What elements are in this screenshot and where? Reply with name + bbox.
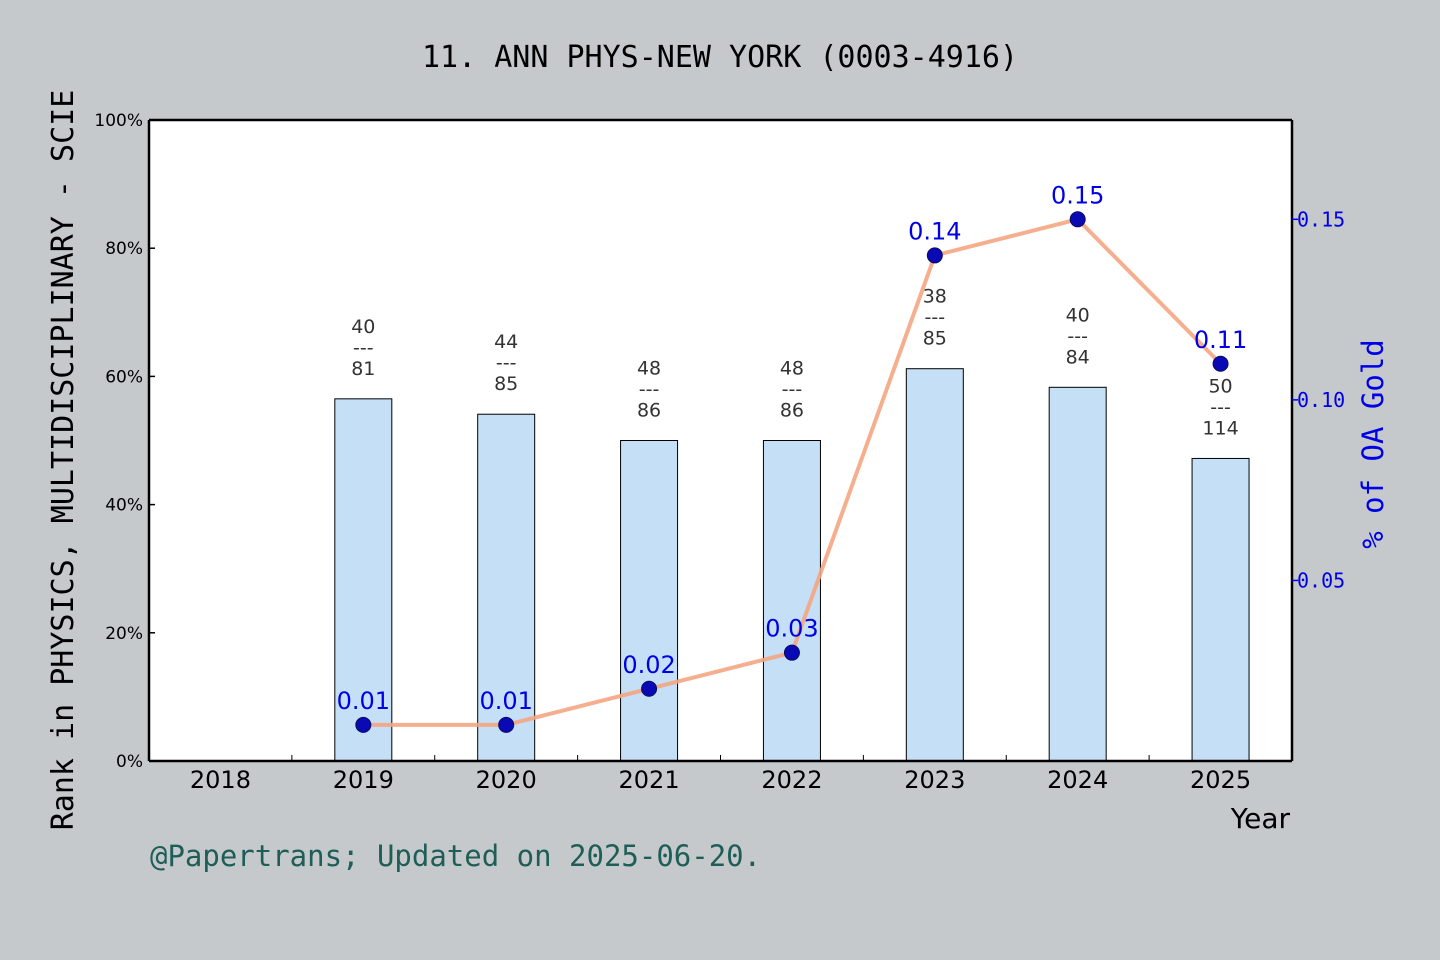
footer-credit: @Papertrans; Updated on 2025-06-20. [150, 839, 761, 873]
bar-label: 40 ---84 [1066, 304, 1090, 368]
y2-tick-label: 0.10 [1297, 388, 1345, 412]
x-tick-label: 2021 [619, 766, 680, 794]
y-tick-label: 60% [105, 367, 143, 387]
line-marker [783, 644, 800, 661]
y2-tick-label: 0.15 [1297, 207, 1345, 231]
line-value-label: 0.01 [479, 687, 532, 715]
x-tick-label: 2018 [190, 766, 251, 794]
line-value-label: 0.02 [622, 651, 675, 679]
axes: 0% 20% 40% 60% 80% 100% 0.05 0.10 0.15 2018 2019 20… [94, 111, 1345, 794]
bar-label: 38 ---85 [923, 286, 947, 350]
line-value-label: 0.15 [1051, 181, 1104, 209]
y-tick-label: 0% [116, 752, 143, 772]
y-tick-label: 20% [105, 624, 143, 644]
line-series: 0.01 0.01 0.02 0.03 0.14 0.15 0.11 [337, 181, 1247, 733]
line-marker [1212, 355, 1229, 372]
bar [905, 368, 964, 762]
bar-series [334, 368, 1250, 762]
y-axis-label: Rank in PHYSICS, MULTIDISCIPLINARY - SCI… [46, 90, 81, 831]
bar-label: 44 ---85 [494, 331, 518, 395]
line-marker [641, 680, 658, 697]
x-tick-label: 2023 [904, 766, 965, 794]
x-axis-label: Year [1230, 802, 1291, 835]
plot-area [149, 120, 1292, 761]
y-tick-label: 100% [94, 111, 143, 131]
line-value-label: 0.01 [337, 687, 390, 715]
bar [1048, 386, 1107, 762]
bar [334, 398, 393, 762]
chart-title: 11. ANN PHYS-NEW YORK (0003-4916) [422, 40, 1018, 75]
bar [477, 413, 536, 762]
bar-label: 48 ---86 [637, 358, 661, 422]
line-marker [926, 247, 943, 264]
line-marker [1069, 211, 1086, 228]
y-tick-label: 40% [105, 496, 143, 516]
x-tick-label: 2020 [476, 766, 537, 794]
line-marker [498, 716, 515, 733]
y2-tick-label: 0.05 [1297, 568, 1345, 592]
x-tick-label: 2019 [333, 766, 394, 794]
y-tick-label: 80% [105, 239, 143, 259]
line-value-label: 0.03 [765, 615, 818, 643]
x-tick-label: 2024 [1047, 766, 1108, 794]
y2-axis-label: % of OA Gold [1356, 339, 1390, 549]
bar-labels: 40 ---81 44 ---85 48 ---86 48 ---86 38 ---85 40 ---… [351, 286, 1238, 440]
line-value-label: 0.11 [1194, 326, 1247, 354]
x-tick-label: 2022 [761, 766, 822, 794]
bar [620, 440, 679, 762]
line-marker [355, 716, 372, 733]
bar-label: 48 ---86 [780, 358, 804, 422]
bar-label: 50 ---114 [1202, 375, 1238, 439]
x-tick-label: 2025 [1190, 766, 1251, 794]
line-value-label: 0.14 [908, 217, 961, 245]
bar [1191, 457, 1250, 762]
bar-label: 40 ---81 [351, 316, 375, 380]
